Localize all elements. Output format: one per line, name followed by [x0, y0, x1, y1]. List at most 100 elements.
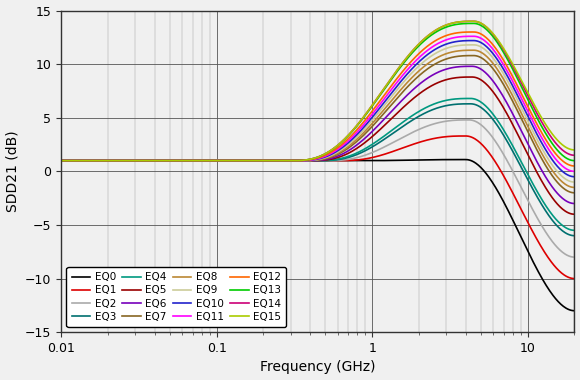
EQ13: [190, 158, 197, 163]
EQ13: [470, 21, 477, 26]
Line: EQ13: EQ13: [61, 24, 574, 161]
EQ8: [148, 158, 155, 163]
EQ15: [444, 22, 451, 27]
EQ8: [360, 130, 367, 135]
EQ3: [400, 124, 407, 128]
EQ14: [290, 158, 297, 163]
EQ3: [148, 158, 155, 163]
Legend: EQ0, EQ1, EQ2, EQ3, EQ4, EQ5, EQ6, EQ7, EQ8, EQ9, EQ10, EQ11, EQ12, EQ13, EQ14, : EQ0, EQ1, EQ2, EQ3, EQ4, EQ5, EQ6, EQ7, …: [67, 267, 286, 327]
EQ1: [400, 145, 407, 150]
EQ12: [360, 120, 367, 124]
EQ2: [571, 255, 578, 260]
EQ5: [58, 158, 65, 163]
EQ2: [58, 158, 65, 163]
Line: EQ1: EQ1: [61, 136, 574, 279]
EQ5: [400, 105, 407, 109]
EQ3: [290, 158, 297, 163]
EQ5: [360, 141, 367, 146]
EQ13: [290, 158, 297, 163]
EQ1: [444, 134, 451, 139]
Line: EQ10: EQ10: [61, 41, 574, 177]
EQ9: [290, 158, 297, 163]
EQ15: [400, 59, 407, 63]
EQ1: [571, 276, 578, 281]
EQ4: [444, 98, 451, 102]
EQ0: [148, 158, 155, 163]
EQ2: [190, 158, 197, 163]
EQ5: [148, 158, 155, 163]
EQ10: [190, 158, 197, 163]
EQ11: [148, 158, 155, 163]
EQ4: [360, 147, 367, 152]
EQ2: [466, 118, 473, 122]
EQ8: [571, 185, 578, 190]
EQ10: [470, 38, 477, 43]
Line: EQ8: EQ8: [61, 50, 574, 187]
EQ15: [571, 148, 578, 152]
EQ8: [470, 48, 477, 52]
EQ9: [444, 46, 451, 50]
EQ9: [571, 180, 578, 184]
EQ0: [444, 157, 451, 162]
EQ7: [290, 158, 297, 163]
EQ14: [148, 158, 155, 163]
EQ7: [58, 158, 65, 163]
EQ13: [400, 60, 407, 65]
EQ2: [400, 135, 407, 139]
EQ1: [190, 158, 197, 163]
EQ5: [290, 158, 297, 163]
EQ9: [400, 79, 407, 84]
EQ7: [444, 56, 451, 61]
EQ12: [58, 158, 65, 163]
EQ10: [360, 125, 367, 130]
EQ5: [190, 158, 197, 163]
EQ2: [290, 158, 297, 163]
EQ11: [400, 71, 407, 76]
EQ3: [58, 158, 65, 163]
EQ15: [290, 158, 297, 163]
EQ3: [444, 103, 451, 108]
EQ6: [290, 158, 297, 163]
EQ12: [571, 164, 578, 168]
EQ3: [190, 158, 197, 163]
EQ14: [58, 158, 65, 163]
EQ7: [190, 158, 197, 163]
EQ15: [58, 158, 65, 163]
EQ4: [58, 158, 65, 163]
EQ11: [58, 158, 65, 163]
EQ10: [571, 174, 578, 179]
EQ11: [190, 158, 197, 163]
EQ1: [148, 158, 155, 163]
Line: EQ11: EQ11: [61, 36, 574, 171]
EQ1: [462, 134, 469, 138]
EQ3: [360, 149, 367, 154]
EQ10: [444, 41, 451, 46]
EQ15: [148, 158, 155, 163]
EQ14: [470, 19, 477, 24]
EQ6: [148, 158, 155, 163]
EQ5: [444, 77, 451, 82]
EQ11: [290, 158, 297, 163]
EQ6: [571, 201, 578, 206]
EQ8: [58, 158, 65, 163]
EQ1: [58, 158, 65, 163]
EQ9: [360, 128, 367, 132]
Line: EQ7: EQ7: [61, 55, 574, 193]
EQ10: [400, 76, 407, 80]
EQ15: [190, 158, 197, 163]
EQ12: [444, 33, 451, 37]
Line: EQ4: EQ4: [61, 98, 574, 230]
EQ4: [290, 158, 297, 163]
X-axis label: Frequency (GHz): Frequency (GHz): [260, 361, 376, 374]
EQ11: [360, 122, 367, 127]
EQ6: [444, 66, 451, 71]
EQ13: [444, 24, 451, 29]
EQ9: [470, 43, 477, 47]
EQ4: [466, 96, 473, 101]
EQ0: [190, 158, 197, 163]
EQ9: [58, 158, 65, 163]
Line: EQ5: EQ5: [61, 77, 574, 214]
Line: EQ15: EQ15: [61, 21, 574, 161]
Line: EQ2: EQ2: [61, 120, 574, 257]
EQ6: [400, 96, 407, 101]
